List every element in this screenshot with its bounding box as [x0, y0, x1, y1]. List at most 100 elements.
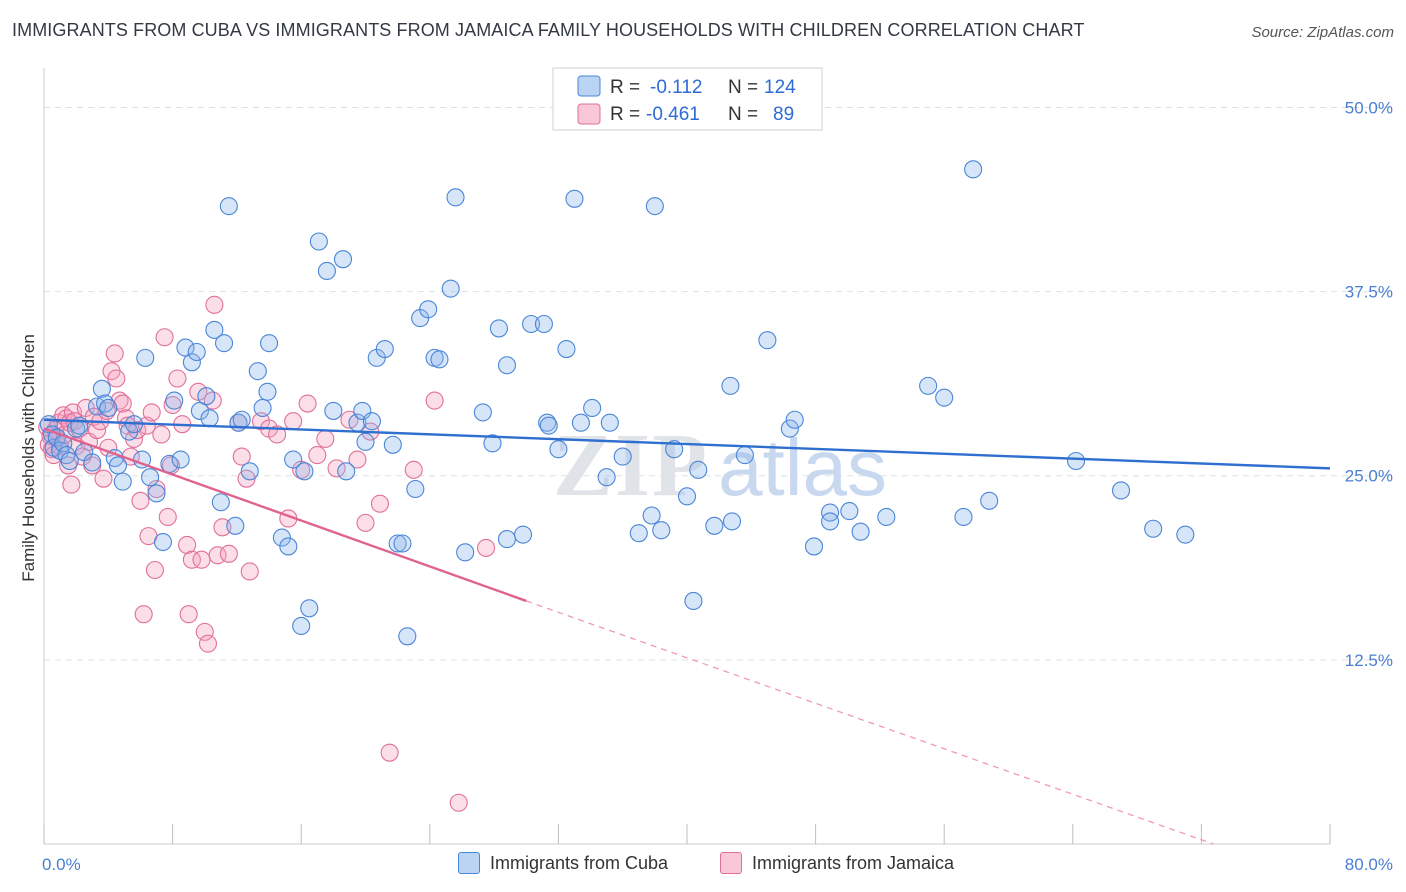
- axes: [43, 68, 1331, 845]
- point-cuba-44: [253, 398, 272, 418]
- legend-n-label-jamaica: N =: [728, 104, 758, 125]
- point-cuba-7: [60, 451, 79, 471]
- point-cuba-72: [430, 350, 449, 369]
- point-cuba-45: [258, 382, 277, 401]
- legend-r-value-jamaica: -0.461: [646, 104, 700, 125]
- point-jamaica-46: [152, 425, 171, 444]
- chart-source: Source: ZipAtlas.com: [1251, 24, 1394, 41]
- point-cuba-81: [513, 525, 533, 544]
- x-tick-label-right: 80.0%: [1345, 855, 1393, 874]
- point-cuba-109: [804, 537, 824, 556]
- point-jamaica-14: [62, 475, 81, 494]
- point-cuba-25: [153, 532, 173, 552]
- legend-r-label-jamaica: R =: [610, 104, 640, 125]
- point-cuba-61: [362, 412, 381, 431]
- legend-r-label-cuba: R =: [610, 77, 640, 98]
- point-jamaica-64: [219, 544, 238, 563]
- point-jamaica-58: [195, 622, 214, 641]
- point-cuba-39: [226, 516, 245, 535]
- y-tick-label-1: 37.5%: [1345, 283, 1393, 302]
- point-cuba-122: [1144, 519, 1163, 538]
- point-jamaica-83: [370, 494, 390, 513]
- point-cuba-120: [1066, 451, 1086, 471]
- point-cuba-27: [165, 391, 184, 410]
- point-cuba-31: [187, 342, 206, 362]
- point-cuba-86: [549, 440, 568, 459]
- point-cuba-121: [1111, 481, 1131, 500]
- point-cuba-17: [108, 456, 127, 475]
- point-cuba-63: [375, 339, 394, 359]
- point-jamaica-86: [425, 391, 444, 410]
- y-tick-labels: 50.0% 37.5% 25.0% 12.5%: [1345, 98, 1393, 669]
- point-jamaica-85: [404, 460, 423, 479]
- legend-swatch-cuba: [577, 75, 601, 97]
- point-cuba-80: [497, 530, 517, 549]
- point-cuba-94: [629, 524, 648, 543]
- point-cuba-36: [211, 493, 230, 512]
- point-cuba-30: [182, 353, 201, 372]
- point-cuba-38: [219, 197, 238, 216]
- point-cuba-33: [197, 387, 216, 406]
- point-jamaica-39: [131, 491, 150, 510]
- bottom-legend-jamaica: Immigrants from Jamaica: [720, 852, 954, 874]
- point-cuba-51: [295, 462, 314, 481]
- point-cuba-98: [665, 440, 684, 459]
- point-cuba-118: [964, 160, 983, 179]
- point-jamaica-27: [97, 401, 116, 420]
- point-cuba-67: [398, 627, 417, 646]
- y-tick-label-3: 12.5%: [1345, 651, 1393, 670]
- point-cuba-66: [393, 534, 412, 553]
- point-cuba-50: [292, 616, 311, 636]
- point-jamaica-61: [205, 295, 224, 314]
- point-jamaica-47: [155, 328, 174, 347]
- point-jamaica-26: [94, 469, 113, 488]
- point-cuba-101: [689, 460, 708, 479]
- point-cuba-117: [954, 507, 973, 527]
- point-cuba-75: [456, 543, 475, 562]
- point-cuba-53: [309, 232, 328, 251]
- point-cuba-88: [565, 189, 584, 208]
- point-cuba-55: [324, 401, 343, 420]
- trend-lines: [43, 418, 1331, 845]
- point-cuba-34: [200, 409, 219, 428]
- point-jamaica-45: [147, 479, 166, 499]
- bottom-legend: Immigrants from Cuba Immigrants from Jam…: [0, 852, 1406, 878]
- point-cuba-46: [259, 334, 279, 353]
- point-cuba-91: [597, 468, 616, 487]
- point-jamaica-32: [110, 391, 129, 410]
- point-jamaica-59: [198, 634, 218, 653]
- legend-r-value-cuba: -0.112: [650, 77, 702, 98]
- point-jamaica-55: [182, 550, 201, 569]
- bottom-legend-label-jamaica: Immigrants from Jamaica: [752, 852, 955, 873]
- point-cuba-85: [539, 416, 558, 435]
- point-cuba-74: [446, 188, 465, 207]
- point-jamaica-53: [178, 535, 197, 555]
- point-cuba-115: [919, 376, 938, 395]
- point-jamaica-44: [145, 560, 164, 580]
- point-cuba-104: [722, 512, 742, 531]
- point-cuba-114: [877, 507, 896, 527]
- point-cuba-23: [141, 468, 160, 487]
- point-cuba-92: [600, 413, 619, 432]
- point-cuba-6: [57, 446, 76, 465]
- bottom-legend-swatch-cuba: [458, 852, 480, 874]
- point-cuba-13: [92, 379, 111, 398]
- bottom-legend-cuba: Immigrants from Cuba: [458, 852, 668, 874]
- point-cuba-48: [279, 537, 298, 556]
- point-cuba-97: [652, 521, 671, 540]
- legend-n-label-cuba: N =: [728, 77, 758, 98]
- point-cuba-102: [705, 516, 724, 535]
- point-cuba-65: [388, 534, 407, 553]
- point-cuba-116: [935, 388, 954, 407]
- point-cuba-22: [136, 348, 155, 367]
- point-cuba-11: [83, 453, 102, 472]
- point-cuba-84: [538, 413, 557, 432]
- legend-box: R = -0.112 N = 124 R = -0.461 N = 89: [552, 67, 823, 131]
- point-jamaica-33: [113, 394, 132, 413]
- point-jamaica-87: [449, 793, 468, 812]
- point-cuba-68: [406, 479, 425, 499]
- point-cuba-76: [473, 403, 492, 422]
- point-jamaica-31: [107, 369, 126, 388]
- bottom-legend-label-cuba: Immigrants from Cuba: [490, 852, 669, 873]
- point-cuba-18: [113, 472, 132, 491]
